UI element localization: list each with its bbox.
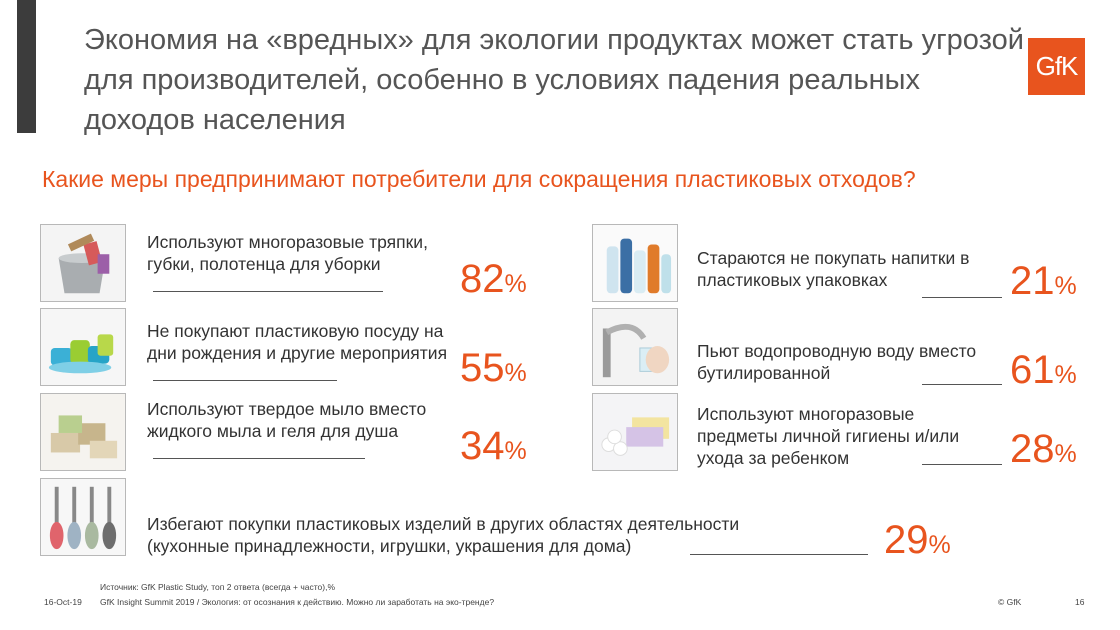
stat-value: 82% bbox=[460, 257, 527, 301]
kitchen-utensils-icon bbox=[40, 478, 126, 556]
stat-label: Стараются не покупать напитки в пластико… bbox=[697, 248, 970, 290]
stat-label: Пьют водопроводную воду вместо бутилиров… bbox=[697, 341, 977, 383]
stat-value: 28% bbox=[1010, 427, 1077, 471]
footer-event: GfK Insight Summit 2019 / Экология: от о… bbox=[100, 597, 495, 607]
stat-label: Используют многоразовые предметы личной … bbox=[697, 404, 960, 468]
source-note: Источник: GfK Plastic Study, топ 2 ответ… bbox=[100, 582, 336, 592]
leader-line bbox=[153, 291, 383, 292]
stat-label: Избегают покупки пластиковых изделий в д… bbox=[147, 514, 740, 556]
page-number: 16 bbox=[1075, 597, 1085, 607]
soap-bars-icon bbox=[40, 393, 126, 471]
stat-label: Используют многоразовые тряпки, губки, п… bbox=[147, 232, 428, 274]
stat-label: Используют твердое мыло вместо жидкого м… bbox=[147, 399, 427, 441]
stat-value: 55% bbox=[460, 346, 527, 390]
plastic-tableware-icon bbox=[40, 308, 126, 386]
tap-water-icon bbox=[592, 308, 678, 386]
stat-label: Не покупают пластиковую посуду на дни ро… bbox=[147, 321, 448, 363]
stat-value: 61% bbox=[1010, 348, 1077, 392]
gfk-logo: GfK bbox=[1028, 38, 1085, 95]
accent-bar bbox=[17, 0, 36, 133]
page-title: Экономия на «вредных» для экологии проду… bbox=[84, 24, 1024, 136]
leader-line bbox=[922, 384, 1002, 385]
leader-line bbox=[922, 464, 1002, 465]
stat-value: 21% bbox=[1010, 259, 1077, 303]
stat-value: 34% bbox=[460, 424, 527, 468]
stat-value: 29% bbox=[884, 518, 951, 562]
leader-line bbox=[153, 380, 337, 381]
footer-date: 16-Oct-19 bbox=[44, 597, 82, 607]
footer-copyright: © GfK bbox=[998, 597, 1022, 607]
leader-line bbox=[153, 458, 365, 459]
hygiene-items-icon bbox=[592, 393, 678, 471]
plastic-bottles-icon bbox=[592, 224, 678, 302]
leader-line bbox=[922, 297, 1002, 298]
question-heading: Какие меры предпринимают потребители для… bbox=[42, 166, 916, 192]
bucket-rags-icon bbox=[40, 224, 126, 302]
leader-line bbox=[690, 554, 868, 555]
